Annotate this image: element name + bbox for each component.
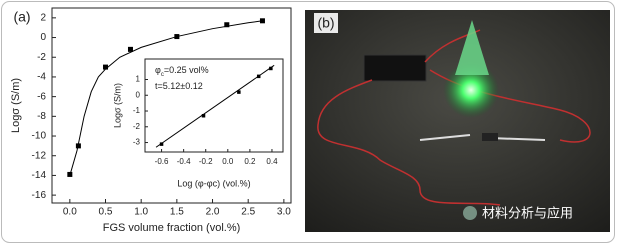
y-tick-label: -2 [133, 122, 141, 131]
data-point [269, 66, 273, 71]
watermark: 材料分析与应用 [482, 205, 573, 220]
x-tick-label: 1.5 [170, 207, 184, 218]
data-point [103, 64, 109, 70]
x-tick-label: 0.0 [63, 207, 77, 218]
plot-frame [51, 7, 292, 204]
plot-frame [144, 58, 284, 153]
y-tick-label: -16 [32, 190, 47, 201]
x-axis-label: FGS volume fraction (vol.%) [103, 222, 241, 234]
y-axis-label: Logσ (S/m) [10, 78, 22, 133]
y-tick-label: 1 [136, 75, 141, 84]
y-tick-label: -1 [133, 106, 141, 115]
y-tick-label: -2 [37, 52, 46, 63]
annotation-part: t=5.12±0.12 [155, 81, 203, 91]
y-tick-label: -3 [133, 138, 141, 147]
x-tick-label: 3.0 [277, 207, 291, 218]
x-tick-label: -0.4 [177, 157, 191, 166]
data-point [224, 22, 230, 28]
fit-line [155, 64, 275, 148]
data-point [127, 46, 133, 52]
annotation-part: c [161, 72, 164, 78]
y-tick-label: 0 [40, 32, 46, 43]
y-tick-label: -4 [37, 72, 46, 83]
x-tick-label: -0.2 [199, 157, 213, 166]
y-tick-label: -6 [37, 91, 46, 102]
x-tick-label: 0.0 [222, 157, 234, 166]
y-tick-label: 0 [136, 90, 141, 99]
annotation: φc=0.25 vol% [155, 65, 209, 77]
inset-background [145, 59, 283, 152]
annotation-part: =0.25 vol% [164, 65, 209, 75]
x-tick-label: 2.5 [241, 207, 255, 218]
photo: (b) 材料分析与应用 [305, 10, 610, 232]
x-axis-label: Log (φ-φc) (vol.%) [177, 178, 250, 188]
y-tick-label: -10 [32, 131, 47, 142]
panel-label: (a) [13, 9, 30, 25]
x-tick-label: -0.6 [155, 157, 169, 166]
y-tick-label: 2 [40, 12, 46, 23]
annotation-part: φ [155, 65, 161, 75]
data-point [159, 142, 164, 146]
x-tick-label: 2.0 [206, 207, 220, 218]
y-tick-label: -12 [32, 150, 47, 161]
x-tick-label: 1.0 [134, 207, 148, 218]
panel-label: (b) [317, 15, 334, 31]
x-tick-label: 0.5 [99, 207, 113, 218]
data-point [201, 113, 206, 118]
x-tick-label: 0.4 [266, 157, 278, 166]
y-tick-label: -14 [32, 170, 47, 181]
y-tick-label: -8 [37, 111, 46, 122]
y-axis-label: Logσ (S/m) [112, 83, 122, 128]
x-tick-label: 0.2 [244, 157, 256, 166]
data-point [237, 90, 241, 94]
fit-line [69, 20, 263, 176]
annotation: t=5.12±0.12 [155, 81, 203, 91]
